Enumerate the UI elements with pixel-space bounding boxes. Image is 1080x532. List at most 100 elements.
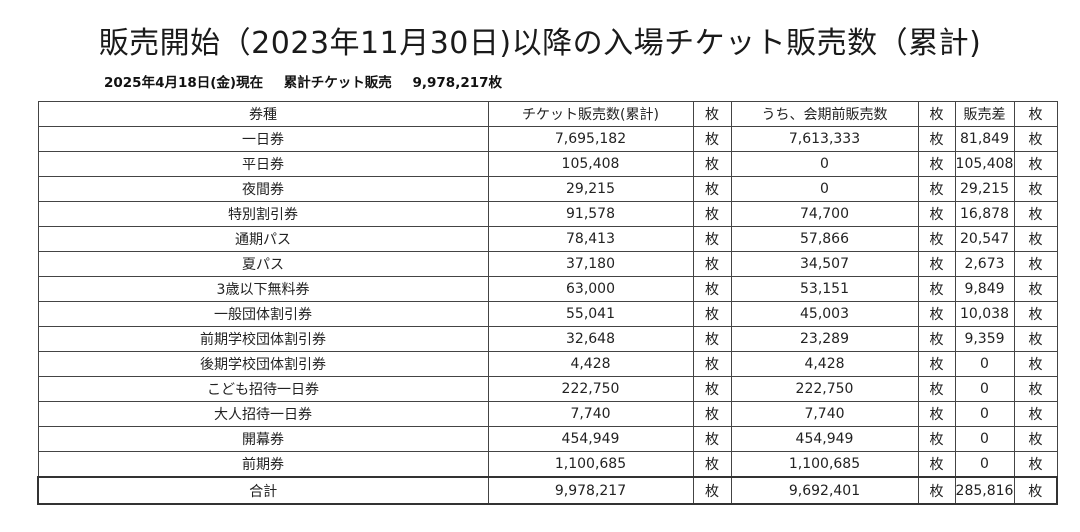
cell-difference: 0 [954,451,1015,478]
cell-presale: 4,428 [730,351,919,377]
cell-ticket-type: 前期学校団体割引券 [37,326,489,352]
cell-total-sales: 91,578 [487,201,694,227]
cell-unit: 枚 [692,126,732,152]
cell-unit: 枚 [1013,251,1058,277]
cell-unit: 枚 [1013,351,1058,377]
cell-difference: 0 [954,426,1015,452]
cell-presale: 9,692,401 [730,476,919,505]
cell-unit: 枚 [917,251,956,277]
header-unit: 枚 [917,101,956,127]
cell-difference: 0 [954,376,1015,402]
cell-unit: 枚 [917,426,956,452]
cell-total-sales: 4,428 [487,351,694,377]
cell-unit: 枚 [1013,126,1058,152]
table-row: 通期パス 78,413 枚 57,866 枚 20,547 枚 [37,226,1058,252]
table-row: 特別割引券 91,578 枚 74,700 枚 16,878 枚 [37,201,1058,227]
cell-unit: 枚 [692,351,732,377]
cell-unit: 枚 [692,326,732,352]
summary-line: 2025年4月18日(金)現在 累計チケット販売 9,978,217枚 [104,71,518,91]
cell-difference: 9,849 [954,276,1015,302]
cell-difference: 9,359 [954,326,1015,352]
table-row: 大人招待一日券 7,740 枚 7,740 枚 0 枚 [37,401,1058,427]
cell-unit: 枚 [1013,476,1058,505]
cell-ticket-type: 通期パス [37,226,489,252]
cell-ticket-type: 一般団体割引券 [37,301,489,327]
cell-ticket-type: 3歳以下無料券 [37,276,489,302]
cell-unit: 枚 [692,276,732,302]
page-title: 販売開始（2023年11月30日)以降の入場チケット販売数（累計) [98,26,982,61]
cell-unit: 枚 [917,401,956,427]
cell-unit: 枚 [692,251,732,277]
cell-unit: 枚 [1013,276,1058,302]
cell-unit: 枚 [917,126,956,152]
cell-total-sales: 9,978,217 [487,476,694,505]
cell-total-sales: 7,740 [487,401,694,427]
table-row: 前期券 1,100,685 枚 1,100,685 枚 0 枚 [37,451,1058,478]
cell-total-sales: 37,180 [487,251,694,277]
ticket-sales-table: 券種 チケット販売数(累計) 枚 うち、会期前販売数 枚 販売差 枚 一日券 7,… [37,101,1058,505]
cell-unit: 枚 [692,226,732,252]
cell-unit: 枚 [1013,226,1058,252]
header-unit: 枚 [692,101,732,127]
header-total-sales: チケット販売数(累計) [487,101,694,127]
cell-ticket-type: 特別割引券 [37,201,489,227]
cell-unit: 枚 [1013,151,1058,177]
cell-unit: 枚 [1013,301,1058,327]
cell-unit: 枚 [917,451,956,478]
cell-unit: 枚 [692,426,732,452]
table-row: 前期学校団体割引券 32,648 枚 23,289 枚 9,359 枚 [37,326,1058,352]
cumulative-label: 累計チケット販売 [283,75,392,91]
table-row: 平日券 105,408 枚 0 枚 105,408 枚 [37,151,1058,177]
cell-difference: 105,408 [954,151,1015,177]
cell-ticket-type: 一日券 [37,126,489,152]
cell-ticket-type: 前期券 [37,451,489,478]
cell-presale: 34,507 [730,251,919,277]
table-header-row: 券種 チケット販売数(累計) 枚 うち、会期前販売数 枚 販売差 枚 [37,101,1058,127]
cell-unit: 枚 [692,401,732,427]
total-row: 合計 9,978,217 枚 9,692,401 枚 285,816 枚 [37,476,1058,505]
table-row: 一日券 7,695,182 枚 7,613,333 枚 81,849 枚 [37,126,1058,152]
cell-unit: 枚 [692,451,732,478]
cell-total-sales: 1,100,685 [487,451,694,478]
cell-total-sales: 55,041 [487,301,694,327]
cell-ticket-type: 大人招待一日券 [37,401,489,427]
cell-presale: 45,003 [730,301,919,327]
cell-unit: 枚 [1013,426,1058,452]
cell-unit: 枚 [692,476,732,505]
cell-presale: 0 [730,151,919,177]
cell-ticket-type: 平日券 [37,151,489,177]
cell-presale: 1,100,685 [730,451,919,478]
cell-unit: 枚 [692,151,732,177]
table-row: 開幕券 454,949 枚 454,949 枚 0 枚 [37,426,1058,452]
cell-total-sales: 78,413 [487,226,694,252]
cell-unit: 枚 [1013,376,1058,402]
cell-unit: 枚 [917,201,956,227]
cumulative-value: 9,978,217枚 [412,75,503,91]
cell-unit: 枚 [917,476,956,505]
cell-difference: 16,878 [954,201,1015,227]
header-ticket-type: 券種 [37,101,489,127]
cell-ticket-type: 夜間券 [37,176,489,202]
cell-presale: 454,949 [730,426,919,452]
table-row: 一般団体割引券 55,041 枚 45,003 枚 10,038 枚 [37,301,1058,327]
cell-total-sales: 29,215 [487,176,694,202]
cell-ticket-type: 後期学校団体割引券 [37,351,489,377]
header-unit: 枚 [1013,101,1058,127]
cell-ticket-type: 夏パス [37,251,489,277]
cell-unit: 枚 [692,376,732,402]
cell-ticket-type: 合計 [37,476,489,505]
cell-unit: 枚 [917,326,956,352]
table-row: こども招待一日券 222,750 枚 222,750 枚 0 枚 [37,376,1058,402]
table-row: 3歳以下無料券 63,000 枚 53,151 枚 9,849 枚 [37,276,1058,302]
cell-unit: 枚 [692,176,732,202]
cell-difference: 20,547 [954,226,1015,252]
cell-difference: 10,038 [954,301,1015,327]
cell-unit: 枚 [692,301,732,327]
cell-total-sales: 222,750 [487,376,694,402]
cell-unit: 枚 [917,376,956,402]
table-row: 後期学校団体割引券 4,428 枚 4,428 枚 0 枚 [37,351,1058,377]
cell-unit: 枚 [692,201,732,227]
as-of-date: 2025年4月18日(金)現在 [104,75,264,91]
cell-unit: 枚 [1013,451,1058,478]
cell-presale: 222,750 [730,376,919,402]
